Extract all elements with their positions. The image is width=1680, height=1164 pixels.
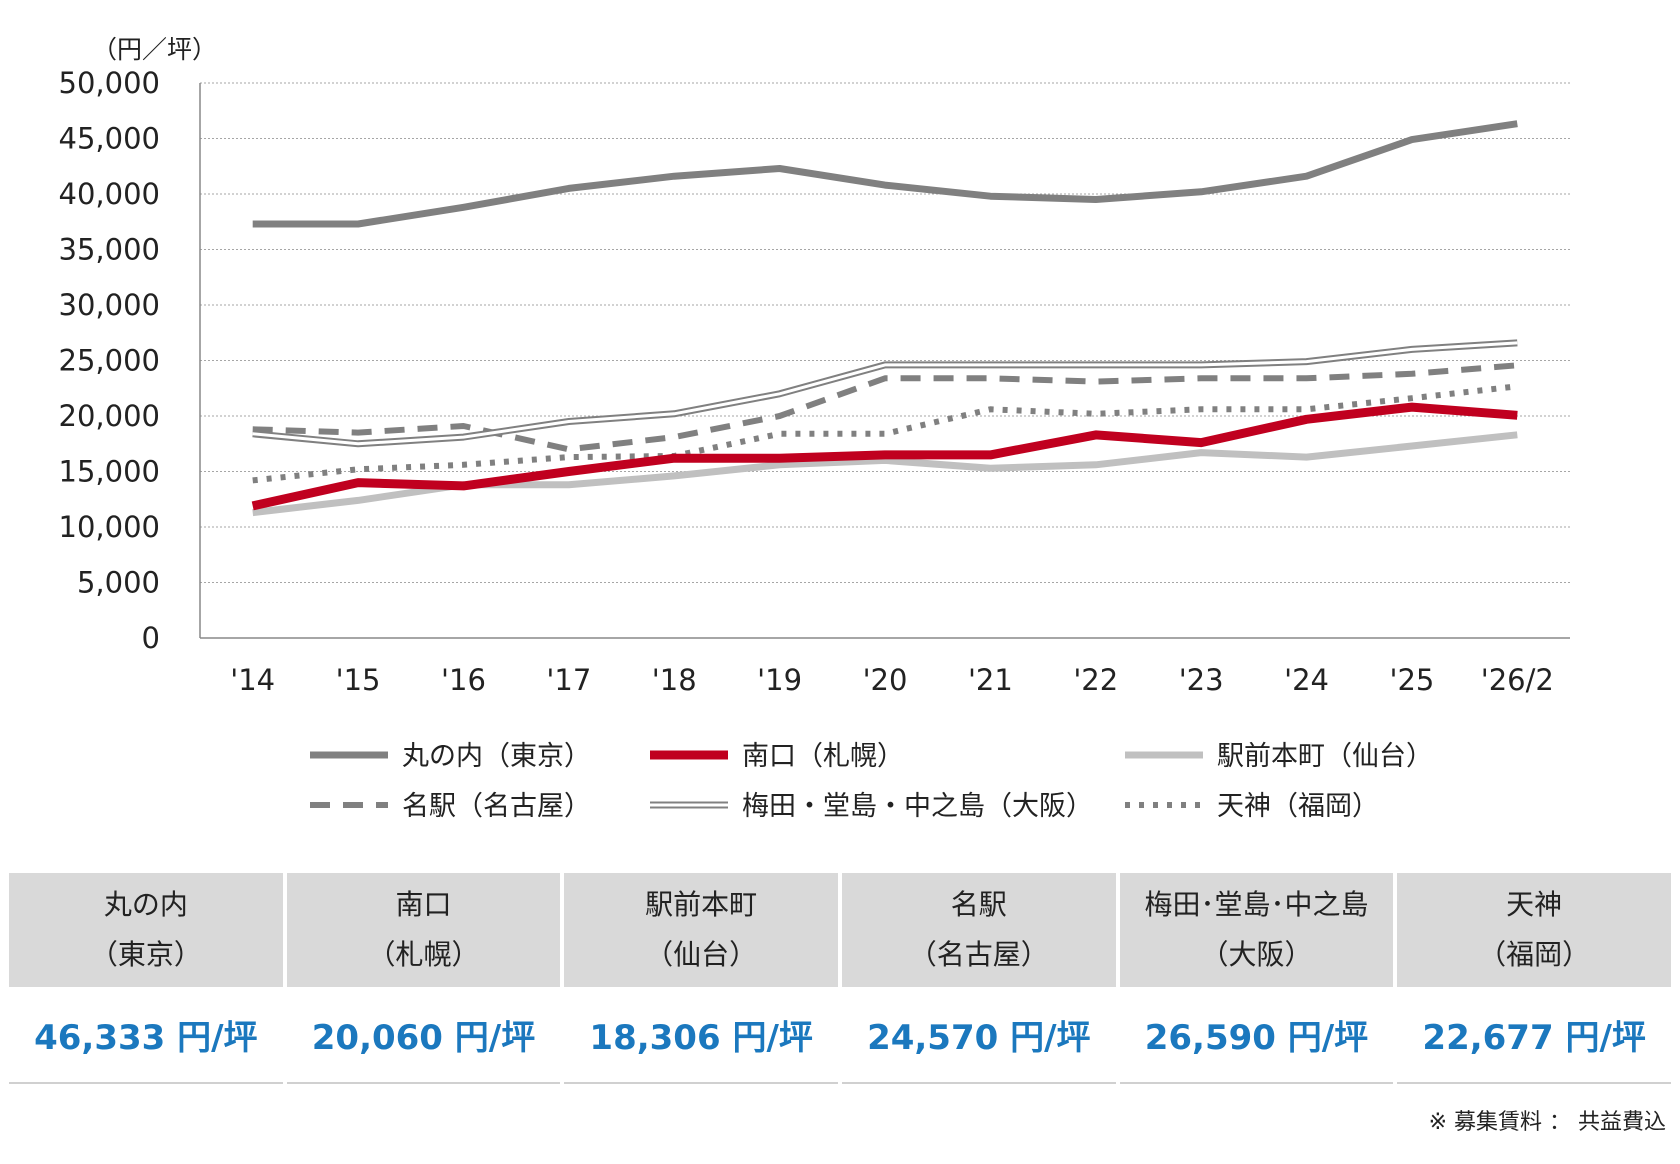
grid-lines bbox=[200, 82, 1570, 583]
x-tick-label: '14 bbox=[230, 663, 275, 697]
series-line bbox=[252, 383, 1518, 484]
summary-table: 丸の内 （東京） 南口 （札幌） 駅前本町 （仙台） 名駅 （名古屋） 梅田･堂島･中之… bbox=[5, 873, 1675, 1084]
legend-label: 駅前本町（仙台） bbox=[1217, 741, 1433, 772]
y-tick-label: 20,000 bbox=[59, 399, 160, 433]
summary-value-marunouchi: 46,333 円/坪 bbox=[9, 987, 283, 1084]
series-line-inner bbox=[252, 341, 1518, 446]
summary-value-tenjin: 22,677 円/坪 bbox=[1397, 987, 1671, 1084]
summary-value-meieki: 24,570 円/坪 bbox=[841, 987, 1116, 1084]
y-tick-label: 30,000 bbox=[59, 288, 160, 322]
legend-item: 天神（福岡） bbox=[1125, 791, 1379, 822]
y-tick-label: 5,000 bbox=[77, 566, 160, 600]
x-tick-label: '15 bbox=[336, 663, 381, 697]
x-tick-label: '18 bbox=[652, 663, 697, 697]
series-line bbox=[252, 362, 1518, 453]
y-tick-label: 35,000 bbox=[59, 233, 160, 267]
line-chart: （円／坪） 50,000 45,000 40,000 35,000 30,000 25,0… bbox=[59, 35, 1570, 822]
summary-header-meieki: 名駅 （名古屋） bbox=[841, 873, 1116, 987]
legend-item: 南口（札幌） bbox=[650, 741, 904, 772]
x-tick-label: '24 bbox=[1284, 663, 1329, 697]
legend-label: 名駅（名古屋） bbox=[402, 791, 591, 822]
summary-header-minamiguchi: 南口 （札幌） bbox=[286, 873, 561, 987]
x-tick-labels: '14 '15 '16 '17 '18 '19 '20 '21 '22 '23 '24 '25 '26/… bbox=[230, 663, 1554, 697]
x-tick-label: '19 bbox=[757, 663, 802, 697]
y-tick-label: 0 bbox=[142, 621, 160, 655]
legend-label: 梅田・堂島・中之島（大阪） bbox=[742, 791, 1093, 822]
x-tick-label: '20 bbox=[863, 663, 908, 697]
legend-label: 丸の内（東京） bbox=[402, 741, 591, 772]
x-tick-label: '17 bbox=[546, 663, 591, 697]
x-tick-label: '23 bbox=[1179, 663, 1224, 697]
x-tick-label: '16 bbox=[441, 663, 486, 697]
x-tick-label: '22 bbox=[1073, 663, 1118, 697]
series-line bbox=[252, 120, 1518, 228]
legend-label: 天神（福岡） bbox=[1217, 791, 1379, 822]
legend-label: 南口（札幌） bbox=[742, 741, 904, 772]
series-lines bbox=[251, 120, 1518, 517]
summary-header-ekimae-honcho: 駅前本町 （仙台） bbox=[564, 873, 838, 987]
y-tick-label: 40,000 bbox=[59, 177, 160, 211]
legend: 丸の内（東京） 南口（札幌） 駅前本町（仙台） 名駅（名古屋） 梅田・堂島・中之島（大阪… bbox=[310, 741, 1433, 822]
x-tick-label: '25 bbox=[1389, 663, 1434, 697]
footnote: ※ 募集賃料 ： 共益費込 bbox=[1428, 1110, 1666, 1135]
y-tick-label: 15,000 bbox=[59, 455, 160, 489]
y-tick-label: 45,000 bbox=[59, 122, 160, 156]
y-tick-label: 10,000 bbox=[59, 510, 160, 544]
summary-value-ekimae-honcho: 18,306 円/坪 bbox=[564, 987, 838, 1084]
legend-item: 駅前本町（仙台） bbox=[1125, 741, 1433, 772]
legend-item: 丸の内（東京） bbox=[310, 741, 591, 772]
y-tick-label: 25,000 bbox=[59, 344, 160, 378]
y-axis-unit-label: （円／坪） bbox=[92, 35, 217, 64]
series-line bbox=[251, 402, 1518, 511]
legend-item: 梅田・堂島・中之島（大阪） bbox=[650, 791, 1093, 822]
axes bbox=[199, 83, 1570, 639]
legend-item: 名駅（名古屋） bbox=[310, 791, 591, 822]
summary-value-umeda: 26,590 円/坪 bbox=[1119, 987, 1394, 1084]
x-tick-label: '26/2 bbox=[1481, 663, 1554, 697]
summary-value-minamiguchi: 20,060 円/坪 bbox=[286, 987, 561, 1084]
y-tick-label: 50,000 bbox=[59, 66, 160, 100]
summary-header-marunouchi: 丸の内 （東京） bbox=[9, 873, 283, 987]
y-tick-labels: 50,000 45,000 40,000 35,000 30,000 25,000 20,0… bbox=[59, 66, 160, 655]
summary-header-umeda: 梅田･堂島･中之島 （大阪） bbox=[1119, 873, 1394, 987]
summary-header-tenjin: 天神 （福岡） bbox=[1397, 873, 1671, 987]
x-tick-label: '21 bbox=[968, 663, 1013, 697]
series-line bbox=[252, 431, 1518, 517]
